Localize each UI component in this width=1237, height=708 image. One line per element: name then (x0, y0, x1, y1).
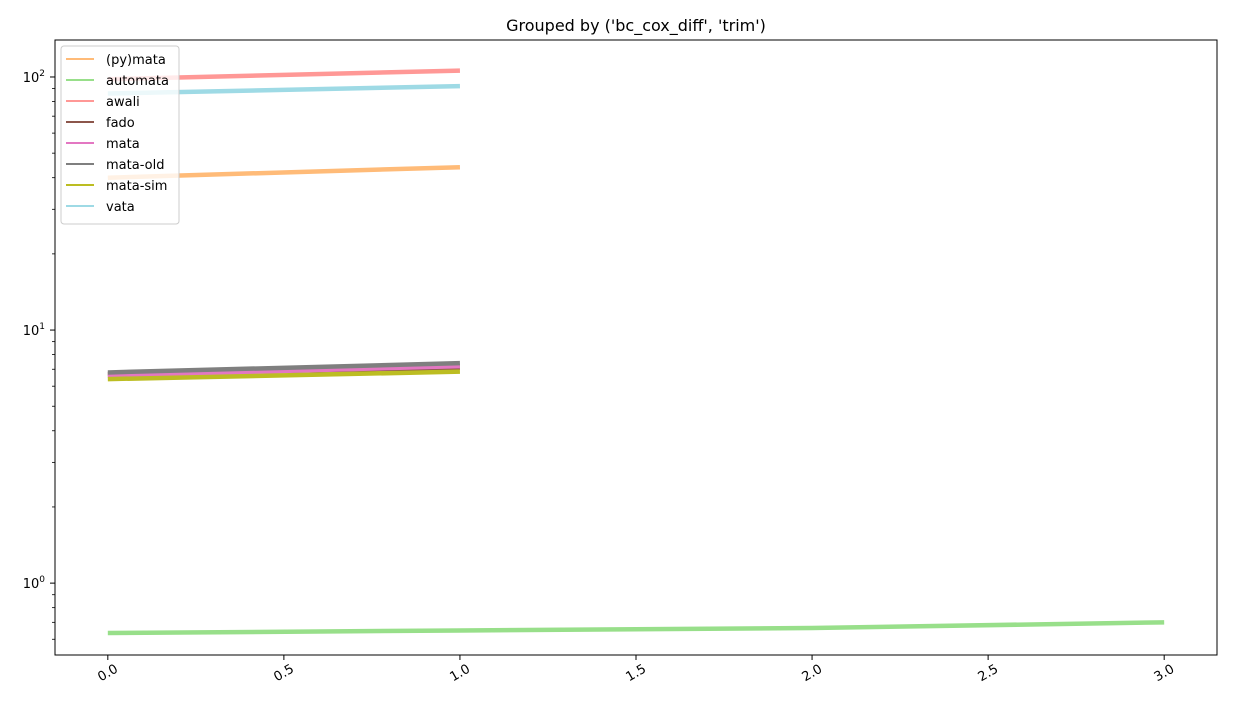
x-tick-label: 3.0 (1152, 662, 1177, 685)
x-tick-label: 0.5 (271, 662, 296, 685)
y-tick-exponent: 0 (39, 575, 45, 585)
x-tick-label: 2.5 (976, 662, 1001, 685)
y-tick-exponent: 1 (39, 322, 45, 332)
y-tick-base: 10 (23, 324, 40, 339)
y-tick-base: 10 (23, 71, 40, 86)
chart-title: Grouped by ('bc_cox_diff', 'trim') (506, 16, 766, 36)
x-axis: 0.0 0.5 1.0 1.5 2.0 2.5 3.0 (95, 655, 1177, 685)
legend-label: mata-sim (106, 179, 167, 194)
series-line-mata-sim (107, 369, 460, 382)
series-line-automata (107, 620, 1165, 636)
legend-label: automata (106, 74, 169, 89)
y-tick-label: 100 (23, 575, 46, 592)
legend: (py)mata automata awali fado mata mata-old mat… (60, 45, 180, 225)
y-tick-base: 10 (23, 577, 40, 592)
x-tick-label: 1.5 (624, 662, 649, 685)
legend-label: awali (106, 95, 140, 110)
x-tick-label: 0.0 (95, 662, 120, 685)
series-layer (107, 68, 1165, 636)
x-tick-label: 2.0 (800, 662, 825, 685)
legend-label: mata (106, 137, 140, 152)
legend-box (60, 45, 180, 225)
y-tick-label: 101 (23, 322, 45, 339)
legend-label: mata-old (106, 158, 164, 173)
series-line-mata (107, 363, 461, 378)
series-line-mata-old (107, 360, 460, 375)
plot-frame (54, 39, 1218, 656)
legend-label: (py)mata (106, 53, 166, 68)
y-tick-label: 102 (23, 69, 45, 86)
x-tick-label: 1.0 (447, 662, 472, 685)
legend-label: vata (106, 200, 135, 215)
y-tick-exponent: 2 (39, 69, 45, 79)
legend-label: fado (106, 116, 135, 131)
